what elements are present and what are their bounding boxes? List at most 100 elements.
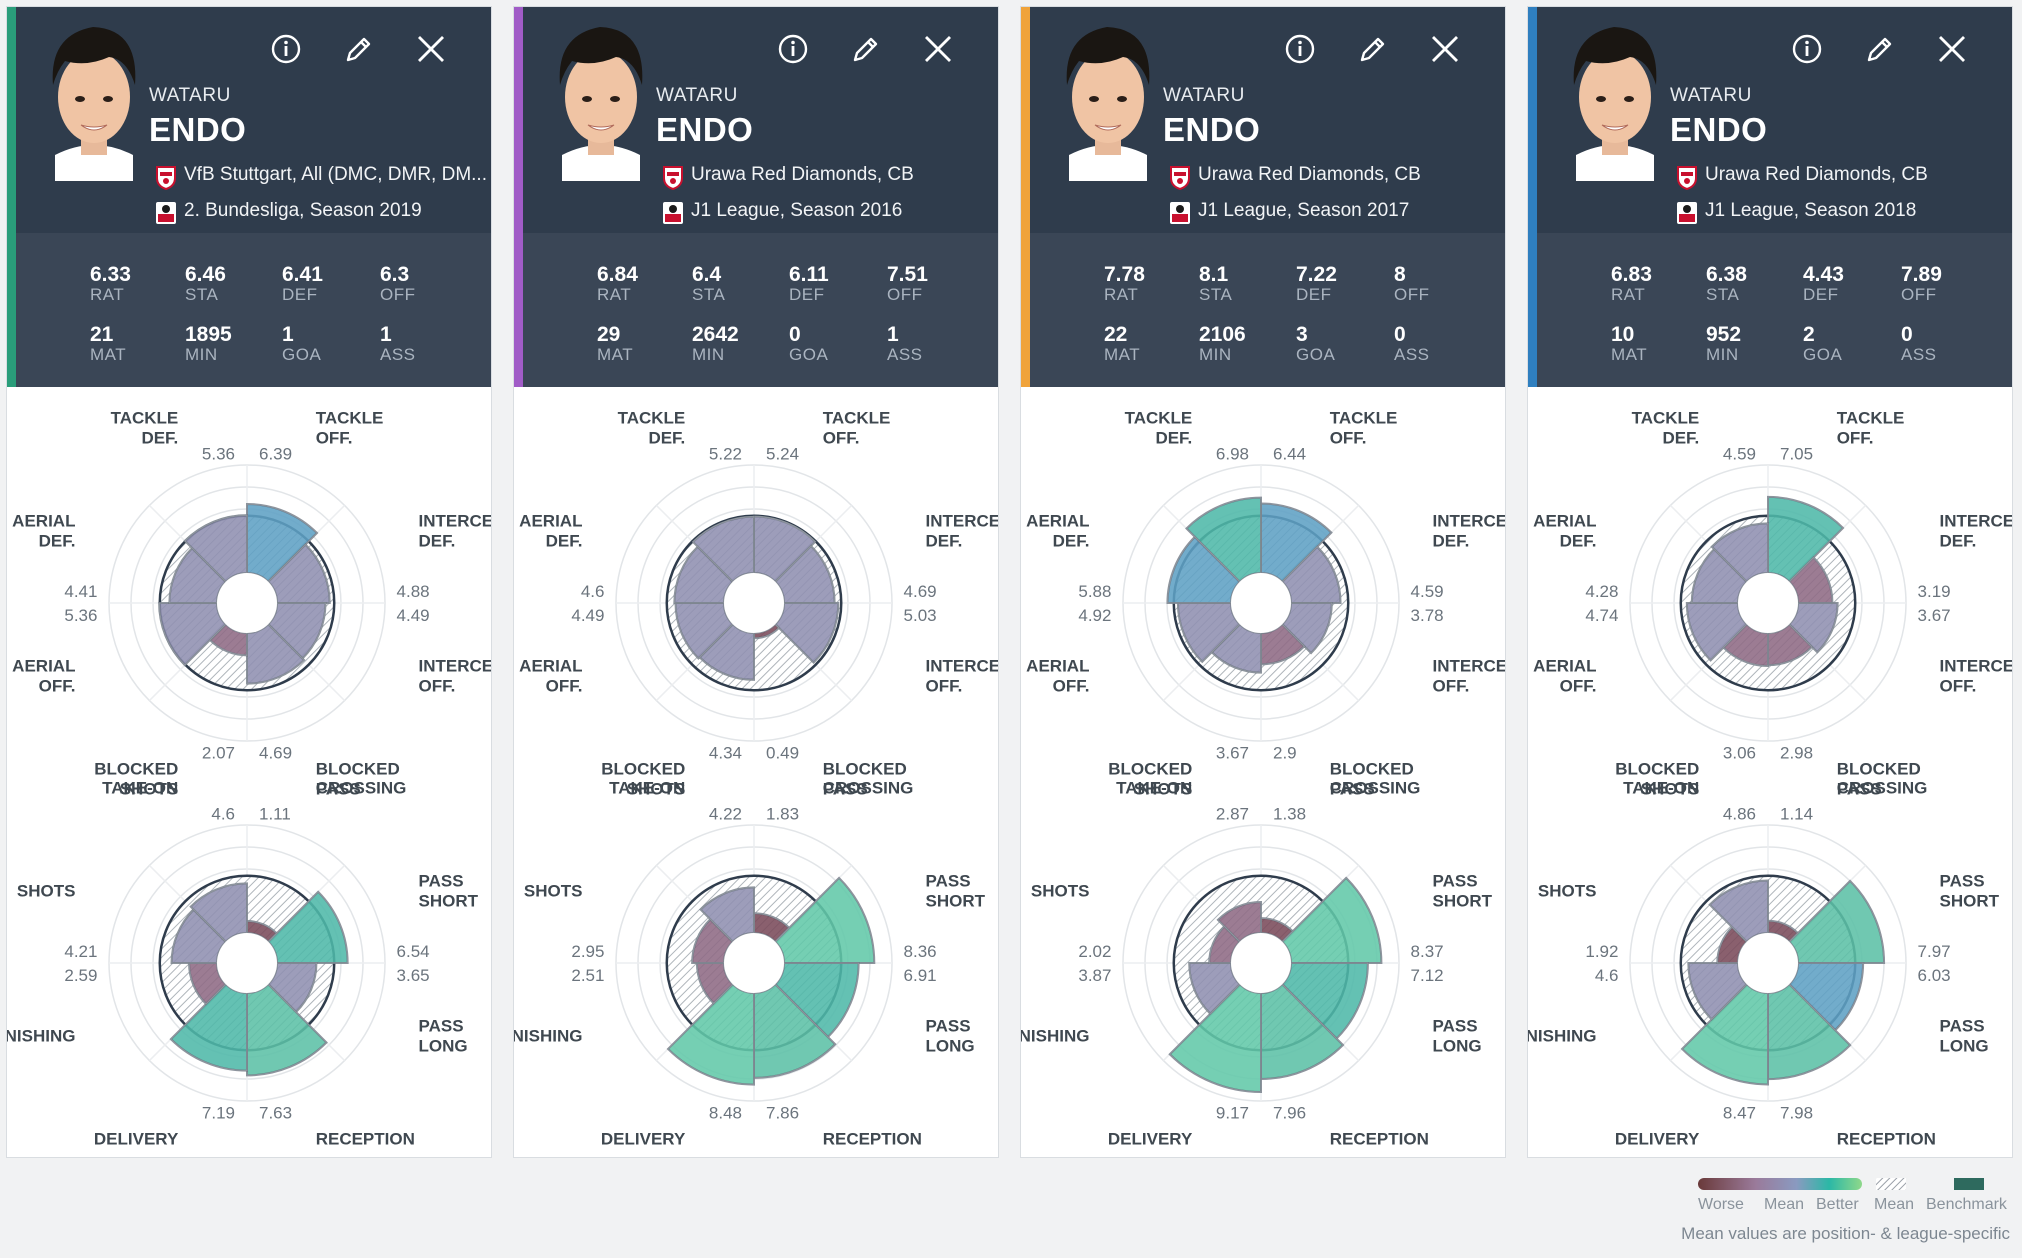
defense-label: INTERCEPT xyxy=(926,511,998,530)
radar-center xyxy=(1231,933,1291,993)
defense-value: 3.78 xyxy=(1411,606,1444,625)
defense-label: SHOTS xyxy=(627,780,686,799)
defense-label: INTERCEPT xyxy=(1433,657,1505,676)
defense-value: 2.9 xyxy=(1273,744,1297,763)
stat-label: ASS xyxy=(1394,345,1430,364)
edit-icon[interactable] xyxy=(846,29,886,69)
defense-value: 3.19 xyxy=(1918,582,1951,601)
edit-icon[interactable] xyxy=(1353,29,1393,69)
defense-label: TACKLE xyxy=(1837,408,1905,427)
info-icon[interactable] xyxy=(1280,29,1320,69)
stat-value: 6.33 xyxy=(90,263,131,286)
stat-label: OFF xyxy=(1901,285,1937,304)
edit-icon[interactable] xyxy=(1860,29,1900,69)
stat-value: 1895 xyxy=(185,323,232,346)
stat-label: MAT xyxy=(597,345,634,364)
offense-value: 7.19 xyxy=(202,1104,235,1123)
offense-value: 1.38 xyxy=(1273,804,1306,823)
stat-def: 7.22 DEF xyxy=(1296,263,1396,305)
offense-label: DELIVERY xyxy=(1108,1130,1193,1149)
defense-label: AERIAL xyxy=(1026,657,1089,676)
stat-min: 1895 MIN xyxy=(185,323,285,365)
offense-label: PASS xyxy=(926,871,971,890)
stat-label: MAT xyxy=(1104,345,1141,364)
stat-label: RAT xyxy=(90,285,125,304)
stats-panel: 6.33 RAT 6.46 STA 6.41 DEF 6.3 OFF 21 MAT 1895 MIN 1… xyxy=(16,233,491,387)
stat-value: 2106 xyxy=(1199,323,1246,346)
edit-icon[interactable] xyxy=(339,29,379,69)
stat-label: ASS xyxy=(887,345,923,364)
defense-label: BLOCKED xyxy=(94,760,178,779)
close-icon[interactable] xyxy=(918,29,958,69)
stat-label: MIN xyxy=(185,345,218,364)
stat-label: OFF xyxy=(887,285,923,304)
stat-goa: 0 GOA xyxy=(789,323,889,365)
stat-off: 8 OFF xyxy=(1394,263,1494,305)
offense-value: 7.96 xyxy=(1273,1104,1306,1123)
offense-value: 7.86 xyxy=(766,1104,799,1123)
stat-def: 6.41 DEF xyxy=(282,263,382,305)
info-icon[interactable] xyxy=(773,29,813,69)
defense-value: 4.92 xyxy=(1078,606,1111,625)
offense-value: 6.03 xyxy=(1918,966,1951,985)
close-icon[interactable] xyxy=(1932,29,1972,69)
stat-label: MIN xyxy=(692,345,725,364)
stat-value: 0 xyxy=(1394,323,1406,346)
defense-label: AERIAL xyxy=(1026,511,1089,530)
stat-def: 4.43 DEF xyxy=(1803,263,1903,305)
close-icon[interactable] xyxy=(1425,29,1465,69)
defense-value: 2.07 xyxy=(202,744,235,763)
offense-label: PASS xyxy=(926,1017,971,1036)
defense-label: OFF. xyxy=(926,677,963,696)
defense-value: 5.24 xyxy=(766,444,799,463)
info-icon[interactable] xyxy=(266,29,306,69)
offense-value: 1.92 xyxy=(1585,942,1618,961)
stat-label: GOA xyxy=(1296,345,1336,364)
defense-label: AERIAL xyxy=(519,657,582,676)
stat-value: 8 xyxy=(1394,263,1406,286)
stat-label: DEF xyxy=(1803,285,1839,304)
stat-value: 6.4 xyxy=(692,263,722,286)
radar-center xyxy=(1231,573,1291,633)
defense-label: DEF. xyxy=(926,531,963,550)
defense-value: 6.39 xyxy=(259,444,292,463)
accent-bar xyxy=(7,7,16,387)
offense-label: CROSSING xyxy=(316,778,407,797)
offense-label: SHORT xyxy=(926,891,986,910)
defense-label: BLOCKED xyxy=(601,760,685,779)
stat-label: DEF xyxy=(789,285,825,304)
stat-label: OFF xyxy=(1394,285,1430,304)
stat-goa: 1 GOA xyxy=(282,323,382,365)
stat-value: 29 xyxy=(597,323,621,346)
stat-value: 1 xyxy=(380,323,392,346)
stat-value: 1 xyxy=(887,323,899,346)
defense-value: 2.98 xyxy=(1780,744,1813,763)
offense-value: 7.97 xyxy=(1918,942,1951,961)
defense-value: 4.59 xyxy=(1411,582,1444,601)
stat-value: 0 xyxy=(789,323,801,346)
info-icon[interactable] xyxy=(1787,29,1827,69)
stat-label: OFF xyxy=(380,285,416,304)
defense-value: 4.49 xyxy=(571,606,604,625)
defense-label: DEF. xyxy=(39,531,76,550)
defense-label: AERIAL xyxy=(1533,657,1596,676)
offense-label: CROSSING xyxy=(1330,778,1421,797)
stat-sta: 6.46 STA xyxy=(185,263,285,305)
stat-value: 6.11 xyxy=(789,263,829,286)
offense-value: 7.63 xyxy=(259,1104,292,1123)
defense-label: BLOCKED xyxy=(823,760,907,779)
offense-radar: 1.83CROSSING8.36PASSSHORT6.91PASSLONG7.8… xyxy=(514,778,986,1148)
defense-label: DEF. xyxy=(1155,428,1192,447)
offense-label: FINISHING xyxy=(1528,1027,1596,1046)
legend-benchmark-swatch xyxy=(1954,1178,1984,1190)
defense-label: TACKLE xyxy=(618,408,686,427)
player-photo xyxy=(1066,27,1150,181)
defense-value: 5.03 xyxy=(904,606,937,625)
defense-label: TACKLE xyxy=(111,408,179,427)
defense-value: 4.28 xyxy=(1585,582,1618,601)
defense-label: DEF. xyxy=(1560,531,1597,550)
player-first-name: WATARU xyxy=(1163,85,1245,106)
j1-league-badge xyxy=(663,202,683,224)
stats-panel: 7.78 RAT 8.1 STA 7.22 DEF 8 OFF 22 MAT 2106 MIN 3 GOA… xyxy=(1030,233,1505,387)
close-icon[interactable] xyxy=(411,29,451,69)
